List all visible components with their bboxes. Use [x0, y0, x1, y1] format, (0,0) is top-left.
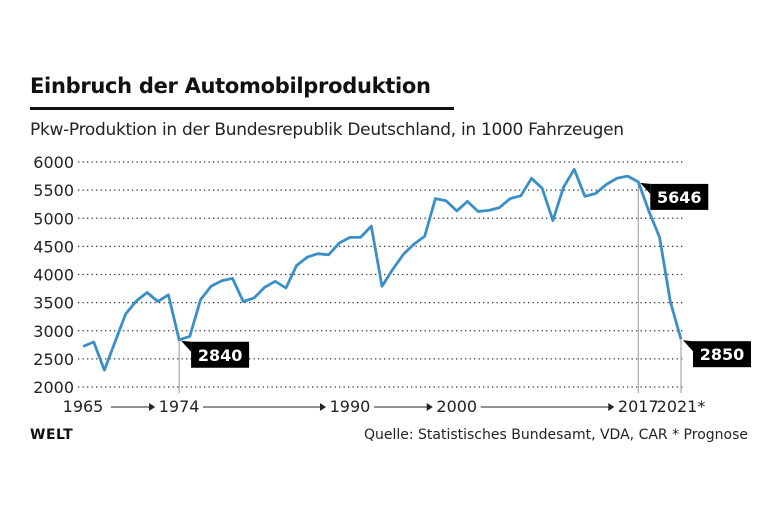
chart-title: Einbruch der Automobilproduktion: [30, 74, 431, 98]
title-underline: [30, 107, 454, 110]
source-note: Quelle: Statistisches Bundesamt, VDA, CA…: [363, 427, 748, 443]
arrowhead: [149, 403, 156, 411]
annotation-pointer: [181, 340, 192, 352]
arrowhead: [319, 403, 326, 411]
arrowhead: [608, 403, 615, 411]
annotation-box: [693, 341, 751, 368]
production-series-line: [82, 167, 683, 372]
y-tick-label: 2500: [33, 350, 74, 369]
x-tick-label: 2017: [618, 397, 659, 416]
annotation-box: [191, 341, 250, 368]
y-tick-label: 6000: [33, 153, 74, 172]
annotation-pointer: [683, 340, 693, 352]
arrowhead: [426, 403, 433, 411]
welt-logo: WELT: [30, 427, 74, 443]
annotation-label: 5646: [657, 188, 702, 207]
chart-subtitle: Pkw-Produktion in der Bundesrepublik Deu…: [30, 120, 624, 140]
y-tick-label: 2000: [33, 378, 74, 397]
y-tick-label: 3500: [33, 294, 74, 313]
x-tick-label: 2021*: [657, 397, 706, 416]
x-tick-label: 1965: [63, 397, 104, 416]
x-tick-label: 1990: [330, 397, 371, 416]
x-tick-label: 1974: [159, 397, 200, 416]
annotation-label: 2850: [700, 345, 745, 364]
annotation-box: [650, 183, 709, 210]
annotation-label: 2840: [198, 346, 243, 365]
x-tick-label: 2000: [436, 397, 477, 416]
annotation-pointer: [640, 182, 651, 194]
y-tick-label: 3000: [33, 322, 74, 341]
y-tick-label: 4000: [33, 266, 74, 285]
y-tick-label: 5500: [33, 181, 74, 200]
y-tick-label: 5000: [33, 209, 74, 228]
y-tick-label: 4500: [33, 237, 74, 256]
